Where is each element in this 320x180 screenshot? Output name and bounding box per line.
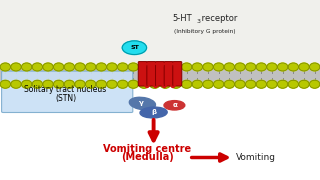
Ellipse shape [21,80,32,88]
Ellipse shape [299,80,309,88]
Ellipse shape [181,63,192,71]
Ellipse shape [149,63,160,71]
Ellipse shape [309,63,320,71]
Ellipse shape [43,80,53,88]
Ellipse shape [128,63,139,71]
FancyBboxPatch shape [164,62,173,86]
Ellipse shape [96,63,107,71]
Ellipse shape [235,80,245,88]
Ellipse shape [181,80,192,88]
Ellipse shape [160,80,171,88]
Ellipse shape [64,80,75,88]
Ellipse shape [267,63,277,71]
Text: α: α [172,102,178,108]
Ellipse shape [160,63,171,71]
Ellipse shape [75,80,85,88]
Ellipse shape [32,80,43,88]
Ellipse shape [75,63,85,71]
Ellipse shape [0,63,11,71]
Ellipse shape [267,80,277,88]
Ellipse shape [299,63,309,71]
Text: receptor: receptor [199,14,238,22]
Ellipse shape [213,80,224,88]
Ellipse shape [11,63,21,71]
Ellipse shape [21,63,32,71]
Ellipse shape [139,80,149,88]
Ellipse shape [277,63,288,71]
Text: ST: ST [130,45,139,50]
Ellipse shape [288,80,299,88]
Text: Vomiting: Vomiting [236,153,276,162]
Ellipse shape [171,80,181,88]
Ellipse shape [32,63,43,71]
Ellipse shape [224,63,235,71]
Ellipse shape [43,63,53,71]
Ellipse shape [53,80,64,88]
Ellipse shape [117,63,128,71]
Ellipse shape [192,63,203,71]
Text: (STN): (STN) [55,94,76,103]
Ellipse shape [245,63,256,71]
FancyBboxPatch shape [138,62,147,86]
Bar [0,80,320,180]
Text: (Medulla): (Medulla) [121,152,173,163]
Text: β: β [152,109,157,115]
Ellipse shape [203,63,213,71]
Ellipse shape [277,80,288,88]
Ellipse shape [171,63,181,71]
FancyBboxPatch shape [147,62,156,86]
Ellipse shape [85,80,96,88]
Text: Vomiting centre: Vomiting centre [103,143,191,154]
Ellipse shape [107,63,117,71]
Ellipse shape [288,63,299,71]
Ellipse shape [149,80,160,88]
Ellipse shape [140,107,167,118]
Ellipse shape [203,80,213,88]
Ellipse shape [256,80,267,88]
Text: Solitary tract nucleus: Solitary tract nucleus [24,85,107,94]
Ellipse shape [85,63,96,71]
Ellipse shape [128,80,139,88]
FancyBboxPatch shape [156,62,164,86]
Ellipse shape [309,80,320,88]
Bar [0,68,320,84]
Ellipse shape [0,80,11,88]
Ellipse shape [96,80,107,88]
Ellipse shape [129,97,156,110]
Text: γ: γ [139,100,144,106]
Ellipse shape [245,80,256,88]
Text: 3: 3 [197,19,201,24]
Ellipse shape [256,63,267,71]
Circle shape [122,41,147,55]
Ellipse shape [117,80,128,88]
Ellipse shape [64,63,75,71]
Ellipse shape [224,80,235,88]
Ellipse shape [213,63,224,71]
Ellipse shape [53,63,64,71]
FancyBboxPatch shape [2,71,133,112]
Ellipse shape [11,80,21,88]
Ellipse shape [235,63,245,71]
Ellipse shape [164,101,185,110]
Text: 5-HT: 5-HT [173,14,192,22]
Ellipse shape [107,80,117,88]
Ellipse shape [192,80,203,88]
Ellipse shape [139,63,149,71]
FancyBboxPatch shape [173,62,182,86]
Text: (Inhibitory G protein): (Inhibitory G protein) [174,29,236,34]
